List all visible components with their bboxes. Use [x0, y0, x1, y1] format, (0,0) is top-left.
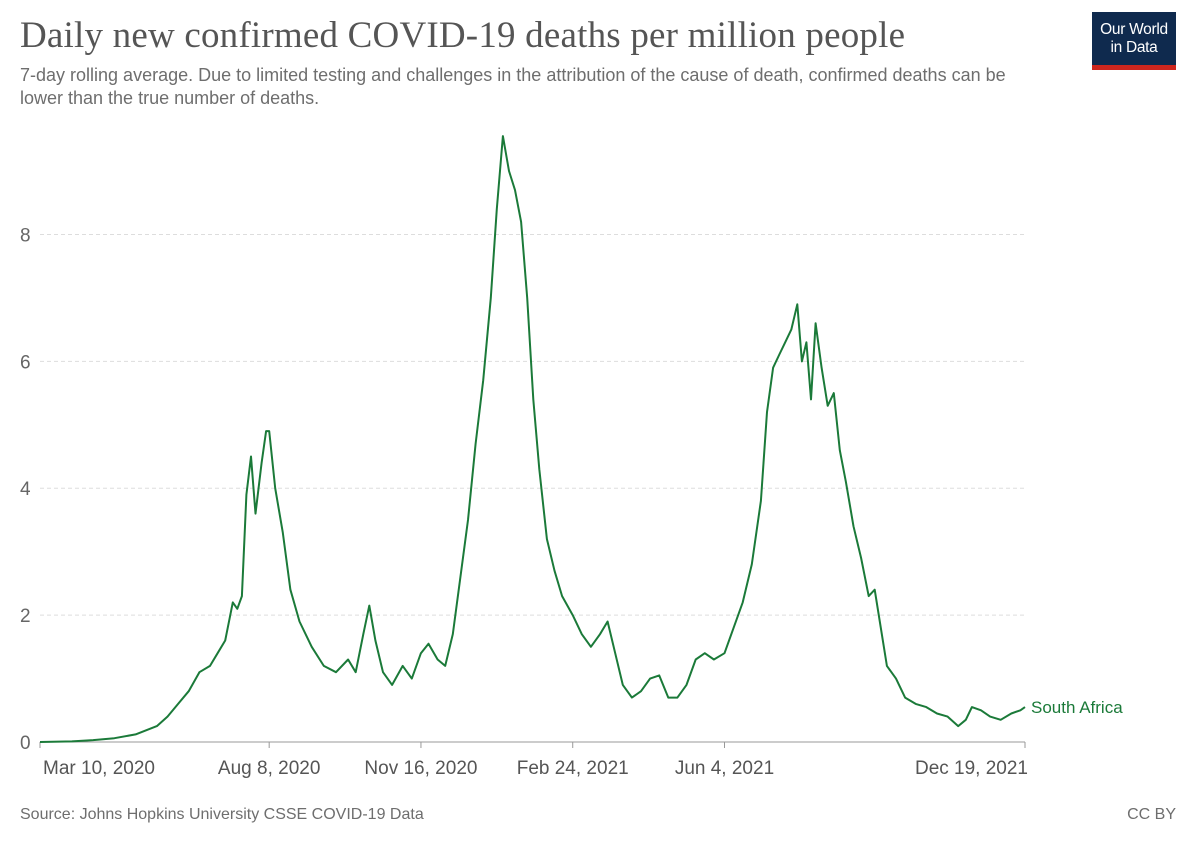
x-tick-label-0: Mar 10, 2020 [43, 758, 155, 779]
owid-logo[interactable]: Our World in Data [1092, 12, 1176, 70]
y-tick-label-8: 8 [20, 225, 31, 246]
logo-accent-bar [1092, 65, 1176, 70]
source-note: Source: Johns Hopkins University CSSE CO… [20, 806, 424, 823]
series-label-0: South Africa [1031, 698, 1123, 717]
x-tick-label-1: Aug 8, 2020 [218, 758, 320, 779]
chart-subtitle: 7-day rolling average. Due to limited te… [20, 65, 1006, 108]
x-tick-label-5: Dec 19, 2021 [915, 758, 1028, 779]
y-tick-label-6: 6 [20, 352, 31, 373]
series-line-0 [39, 135, 1026, 743]
x-tick-label-2: Nov 16, 2020 [364, 758, 477, 779]
y-tick-label-2: 2 [20, 606, 31, 627]
x-tick-label-3: Feb 24, 2021 [517, 758, 629, 779]
y-tick-label-0: 0 [20, 733, 31, 754]
chart-title: Daily new confirmed COVID-19 deaths per … [20, 15, 906, 56]
logo-line-2: in Data [1110, 39, 1158, 56]
y-tick-label-4: 4 [20, 479, 31, 500]
license-link[interactable]: CC BY [1127, 806, 1176, 823]
x-tick-label-4: Jun 4, 2021 [675, 758, 774, 779]
line-chart: 0 2 4 6 8 Mar 10, 2020 Aug 8, 2020 Nov 16, 2020… [20, 135, 1123, 779]
logo-line-1: Our World [1100, 21, 1168, 38]
